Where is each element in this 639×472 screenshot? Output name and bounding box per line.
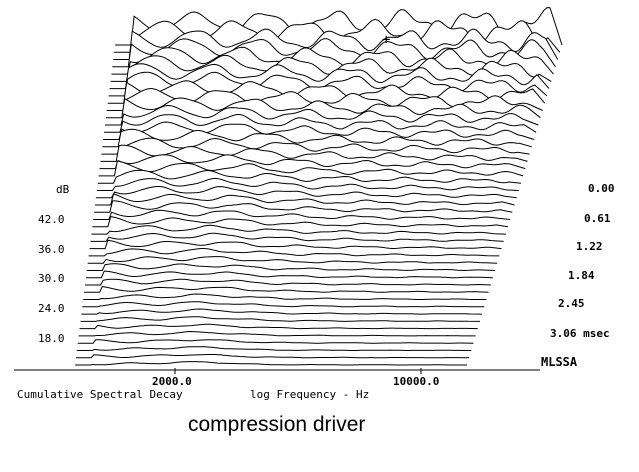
decay-slice	[76, 346, 472, 351]
decay-slice	[77, 339, 474, 344]
decay-slice	[75, 361, 467, 366]
decay-slice	[79, 323, 478, 330]
caption: compression driver	[188, 413, 366, 436]
decay-slice	[90, 232, 504, 242]
decay-slice	[95, 193, 515, 206]
decay-slice	[85, 270, 493, 279]
decay-slice	[75, 354, 470, 359]
decay-slice	[94, 200, 513, 213]
decay-slice	[96, 177, 519, 191]
decay-slice	[105, 97, 541, 119]
decay-slice	[93, 209, 511, 220]
x-tick-label-2000: 2000.0	[152, 375, 192, 388]
decay-slice	[87, 256, 498, 264]
z-tick-label-5: 3.06 msec	[550, 328, 610, 340]
chart-title: Cumulative Spectral Decay	[17, 388, 183, 401]
axes: +	[14, 32, 540, 374]
decay-slice	[99, 154, 526, 170]
y-axis-label: dB	[56, 183, 70, 196]
decay-slice	[81, 308, 483, 315]
y-tick-label-30: 30.0	[38, 272, 65, 285]
decay-slice	[84, 286, 489, 293]
y-tick-label-24: 24.0	[38, 302, 65, 315]
decay-slice	[95, 186, 517, 199]
decay-slice	[97, 169, 522, 184]
decay-slice	[104, 114, 537, 133]
decay-slice	[82, 301, 485, 308]
z-tick-value-5: 3.06	[550, 327, 577, 340]
z-unit-label: msec	[583, 327, 610, 340]
decay-slice	[88, 248, 500, 257]
decay-slice	[89, 239, 502, 250]
y-tick-label-42: 42.0	[38, 213, 65, 226]
z-tick-label-4: 2.45	[558, 297, 585, 310]
z-tick-label-3: 1.84	[568, 269, 595, 282]
decay-slice	[91, 224, 506, 235]
decay-slices	[75, 7, 563, 366]
cursor-marker: +	[382, 32, 390, 48]
decay-slice	[78, 330, 476, 337]
decay-slice	[101, 137, 530, 155]
y-tick-label-36: 36.0	[38, 243, 65, 256]
z-tick-label-0: 0.00	[588, 182, 615, 195]
decay-slice	[100, 144, 528, 162]
decay-slice	[80, 316, 481, 322]
decay-slice	[85, 278, 491, 286]
z-tick-label-2: 1.22	[576, 240, 603, 253]
y-tick-label-18: 18.0	[38, 332, 65, 345]
decay-slice	[92, 216, 509, 228]
z-tick-label-1: 0.61	[584, 212, 611, 225]
decay-slice	[105, 104, 539, 126]
decay-slice	[86, 263, 496, 272]
x-axis-label: log Frequency - Hz	[250, 388, 370, 401]
decay-slice	[83, 293, 487, 300]
vendor-label: MLSSA	[541, 355, 578, 369]
x-tick-label-10000: 10000.0	[393, 375, 440, 388]
